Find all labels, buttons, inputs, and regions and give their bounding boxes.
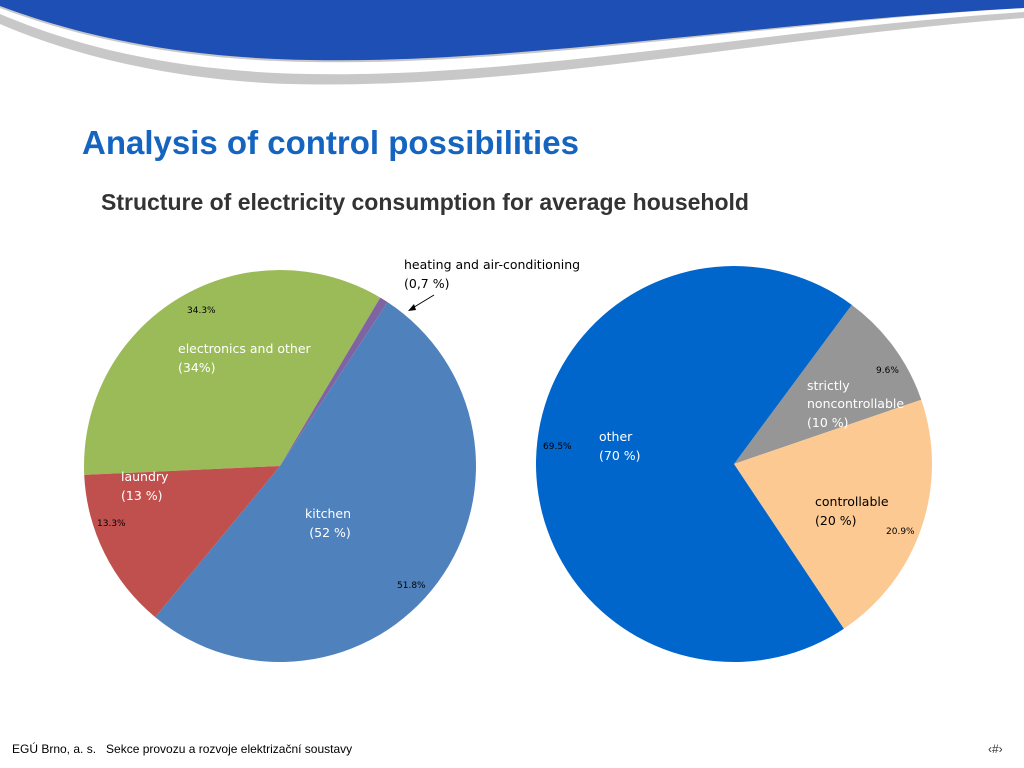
data-label: 51.8% [397,581,426,591]
data-label: 9.6% [876,366,899,376]
label-noncontrollable: strictly noncontrollable (10 %) [807,378,908,430]
pie-slice [734,399,932,629]
pie-chart-household-consumption: 34.3% 51.8% 13.3% [84,269,477,663]
slide-title: Analysis of control possibilities [82,124,579,161]
data-label: 13.3% [97,519,126,529]
banner-white-gap [0,8,1024,75]
data-label: 69.5% [543,442,572,452]
label-laundry: laundry (13 %) [121,469,172,503]
pie-slice [536,266,852,662]
heating-arrow-head [408,304,416,311]
label-kitchen: kitchen (52 %) [305,506,355,540]
label-controllable: controllable (20 %) [815,494,893,528]
data-label: 20.9% [886,527,915,537]
label-other: other (70 %) [599,429,641,463]
page-number: ‹#› [988,742,1003,756]
pie-slice [734,304,922,464]
chart-heading: Structure of electricity consumption for… [101,189,749,215]
label-heating: heating and air-conditioning (0,7 %) [404,257,584,291]
pie-chart-controllability: 9.6% 20.9% 69.5% [536,266,932,662]
banner-blue-swoosh [0,0,1024,61]
pie-slice [280,297,388,466]
header-banner [0,0,1024,85]
footer-company: EGÚ Brno, a. s. [12,742,97,756]
pie-slice [155,302,477,663]
footer: EGÚ Brno, a. s. Sekce provozu a rozvoje e… [12,742,352,756]
pie-slice [84,269,381,475]
pie-slice [84,466,280,618]
data-label: 34.3% [187,306,216,316]
label-electronics: electronics and other (34%) [178,341,315,375]
footer-department: Sekce provozu a rozvoje elektrizační sou… [106,742,353,756]
